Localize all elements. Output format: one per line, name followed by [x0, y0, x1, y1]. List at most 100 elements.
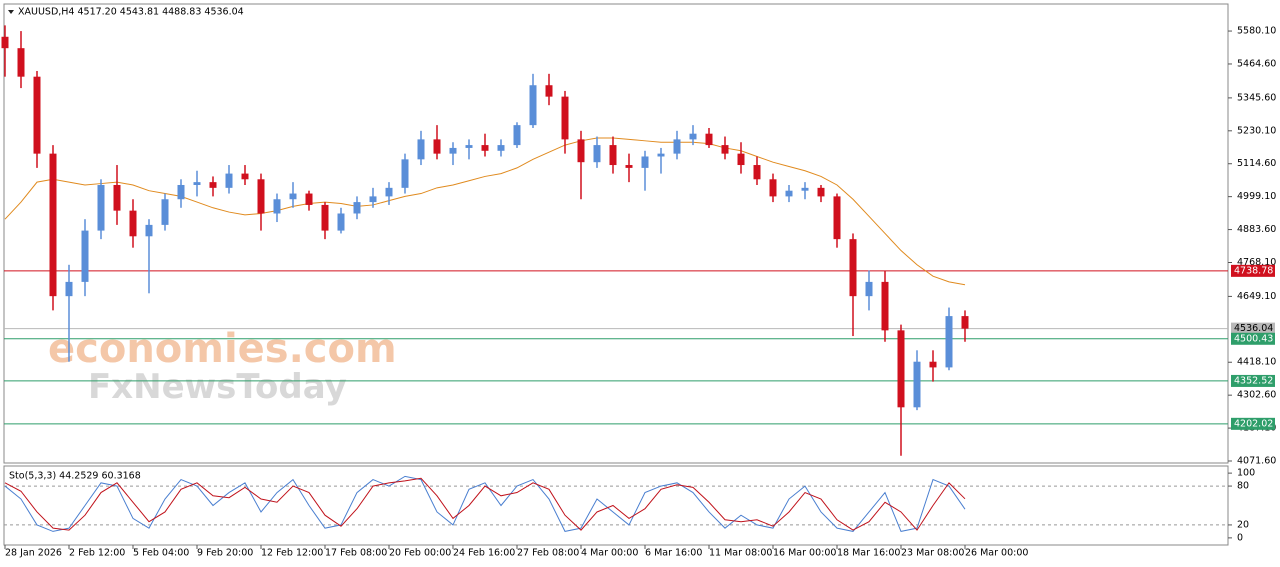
x-tick-label: 27 Feb 08:00 [517, 548, 579, 559]
candle-body [625, 165, 633, 168]
candle-body [817, 187, 825, 197]
stoch-line [4, 477, 966, 531]
menu-arrow [8, 10, 14, 14]
candle-body [177, 184, 185, 200]
candle-body [1, 36, 9, 49]
candle-body [465, 145, 473, 148]
x-tick-label: 26 Mar 00:00 [965, 548, 1028, 559]
candle-body [449, 147, 457, 154]
candle-body [865, 281, 873, 297]
stoch-title: Sto(5,3,3) 44.2529 60.3168 [9, 471, 141, 482]
candle-body [945, 316, 953, 368]
symbol-info: XAUUSD,H4 4517.20 4543.81 4488.83 4536.0… [18, 7, 244, 18]
x-tick-label: 12 Feb 12:00 [261, 548, 323, 559]
x-tick-label: 18 Mar 16:00 [837, 548, 900, 559]
candle-body [833, 196, 841, 240]
candle-body [97, 184, 105, 231]
x-tick-label: 16 Mar 00:00 [773, 548, 836, 559]
candle-body [305, 193, 313, 205]
y-tick-label: 5230.10 [1237, 125, 1276, 136]
x-tick-label: 4 Mar 00:00 [581, 548, 638, 559]
x-tick-label: 17 Feb 08:00 [325, 548, 387, 559]
y-tick-label: 4999.10 [1237, 191, 1276, 202]
level-tag [1231, 322, 1275, 335]
candle-body [849, 239, 857, 297]
level-label: 4202.02 [1234, 418, 1273, 429]
x-tick-label: 9 Feb 20:00 [197, 548, 253, 559]
candle-body [897, 330, 905, 408]
candle-body [705, 133, 713, 146]
candle-body [17, 48, 25, 77]
candle-body [801, 187, 809, 191]
candle-body [577, 139, 585, 163]
x-tick-label: 28 Jan 2026 [5, 548, 62, 559]
y-tick-label: 4071.60 [1237, 456, 1276, 467]
level-tag [1231, 264, 1275, 277]
candle-body [273, 199, 281, 214]
candle-body [193, 182, 201, 185]
y-tick-label: 5580.10 [1237, 26, 1276, 37]
candle-body [641, 156, 649, 168]
candle-body [161, 199, 169, 225]
candle-body [929, 361, 937, 368]
x-tick-label: 5 Feb 04:00 [133, 548, 189, 559]
candle-body [769, 179, 777, 197]
candle-body [481, 145, 489, 151]
candle-body [129, 210, 137, 237]
level-label: 4352.52 [1234, 375, 1273, 386]
stoch-panel [3, 465, 1229, 546]
candle-body [113, 184, 121, 211]
y-tick-label: 5345.60 [1237, 92, 1276, 103]
x-tick-label: 6 Mar 16:00 [645, 548, 702, 559]
candle-body [433, 139, 441, 154]
candle-body [337, 213, 345, 231]
y-tick-label: 4418.10 [1237, 357, 1276, 368]
candle-body [81, 230, 89, 282]
level-label: 4500.43 [1234, 333, 1273, 344]
candle-body [881, 281, 889, 331]
candle-body [241, 173, 249, 180]
candle-body [401, 159, 409, 188]
y-tick-label: 80 [1237, 481, 1249, 492]
level-label: 4738.78 [1234, 265, 1273, 276]
y-tick-label: 4649.10 [1237, 291, 1276, 302]
y-tick-label: 100 [1237, 468, 1255, 479]
candle-body [369, 196, 377, 203]
candle-body [33, 76, 41, 154]
candle-body [721, 145, 729, 154]
watermark: FxNewsToday [88, 367, 347, 407]
y-tick-label: 5114.60 [1237, 158, 1276, 169]
candle-body [545, 85, 553, 97]
candle-body [417, 139, 425, 160]
candle-body [529, 85, 537, 126]
y-tick-label: 5464.60 [1237, 58, 1276, 69]
candle-body [385, 187, 393, 197]
candle-body [753, 165, 761, 180]
candle-body [561, 96, 569, 140]
y-tick-label: 20 [1237, 519, 1249, 530]
candle-body [353, 202, 361, 214]
watermark: economies.com [48, 326, 397, 372]
candle-body [49, 153, 57, 297]
x-tick-label: 24 Feb 16:00 [453, 548, 515, 559]
level-label: 4536.04 [1234, 323, 1273, 334]
x-tick-label: 11 Mar 08:00 [709, 548, 772, 559]
candle-body [737, 153, 745, 166]
y-tick-label: 0 [1237, 532, 1243, 543]
candle-body [321, 204, 329, 231]
candle-body [209, 182, 217, 188]
candle-body [513, 125, 521, 146]
candle-body [785, 190, 793, 197]
candle-body [257, 179, 265, 214]
candle-body [145, 224, 153, 237]
candle-body [289, 193, 297, 200]
candle-body [961, 316, 969, 329]
candle-body [913, 361, 921, 408]
main-panel [3, 3, 1229, 464]
x-tick-label: 2 Feb 12:00 [69, 548, 125, 559]
stoch-line [4, 475, 966, 532]
candle-body [65, 281, 73, 297]
candle-body [657, 153, 665, 157]
